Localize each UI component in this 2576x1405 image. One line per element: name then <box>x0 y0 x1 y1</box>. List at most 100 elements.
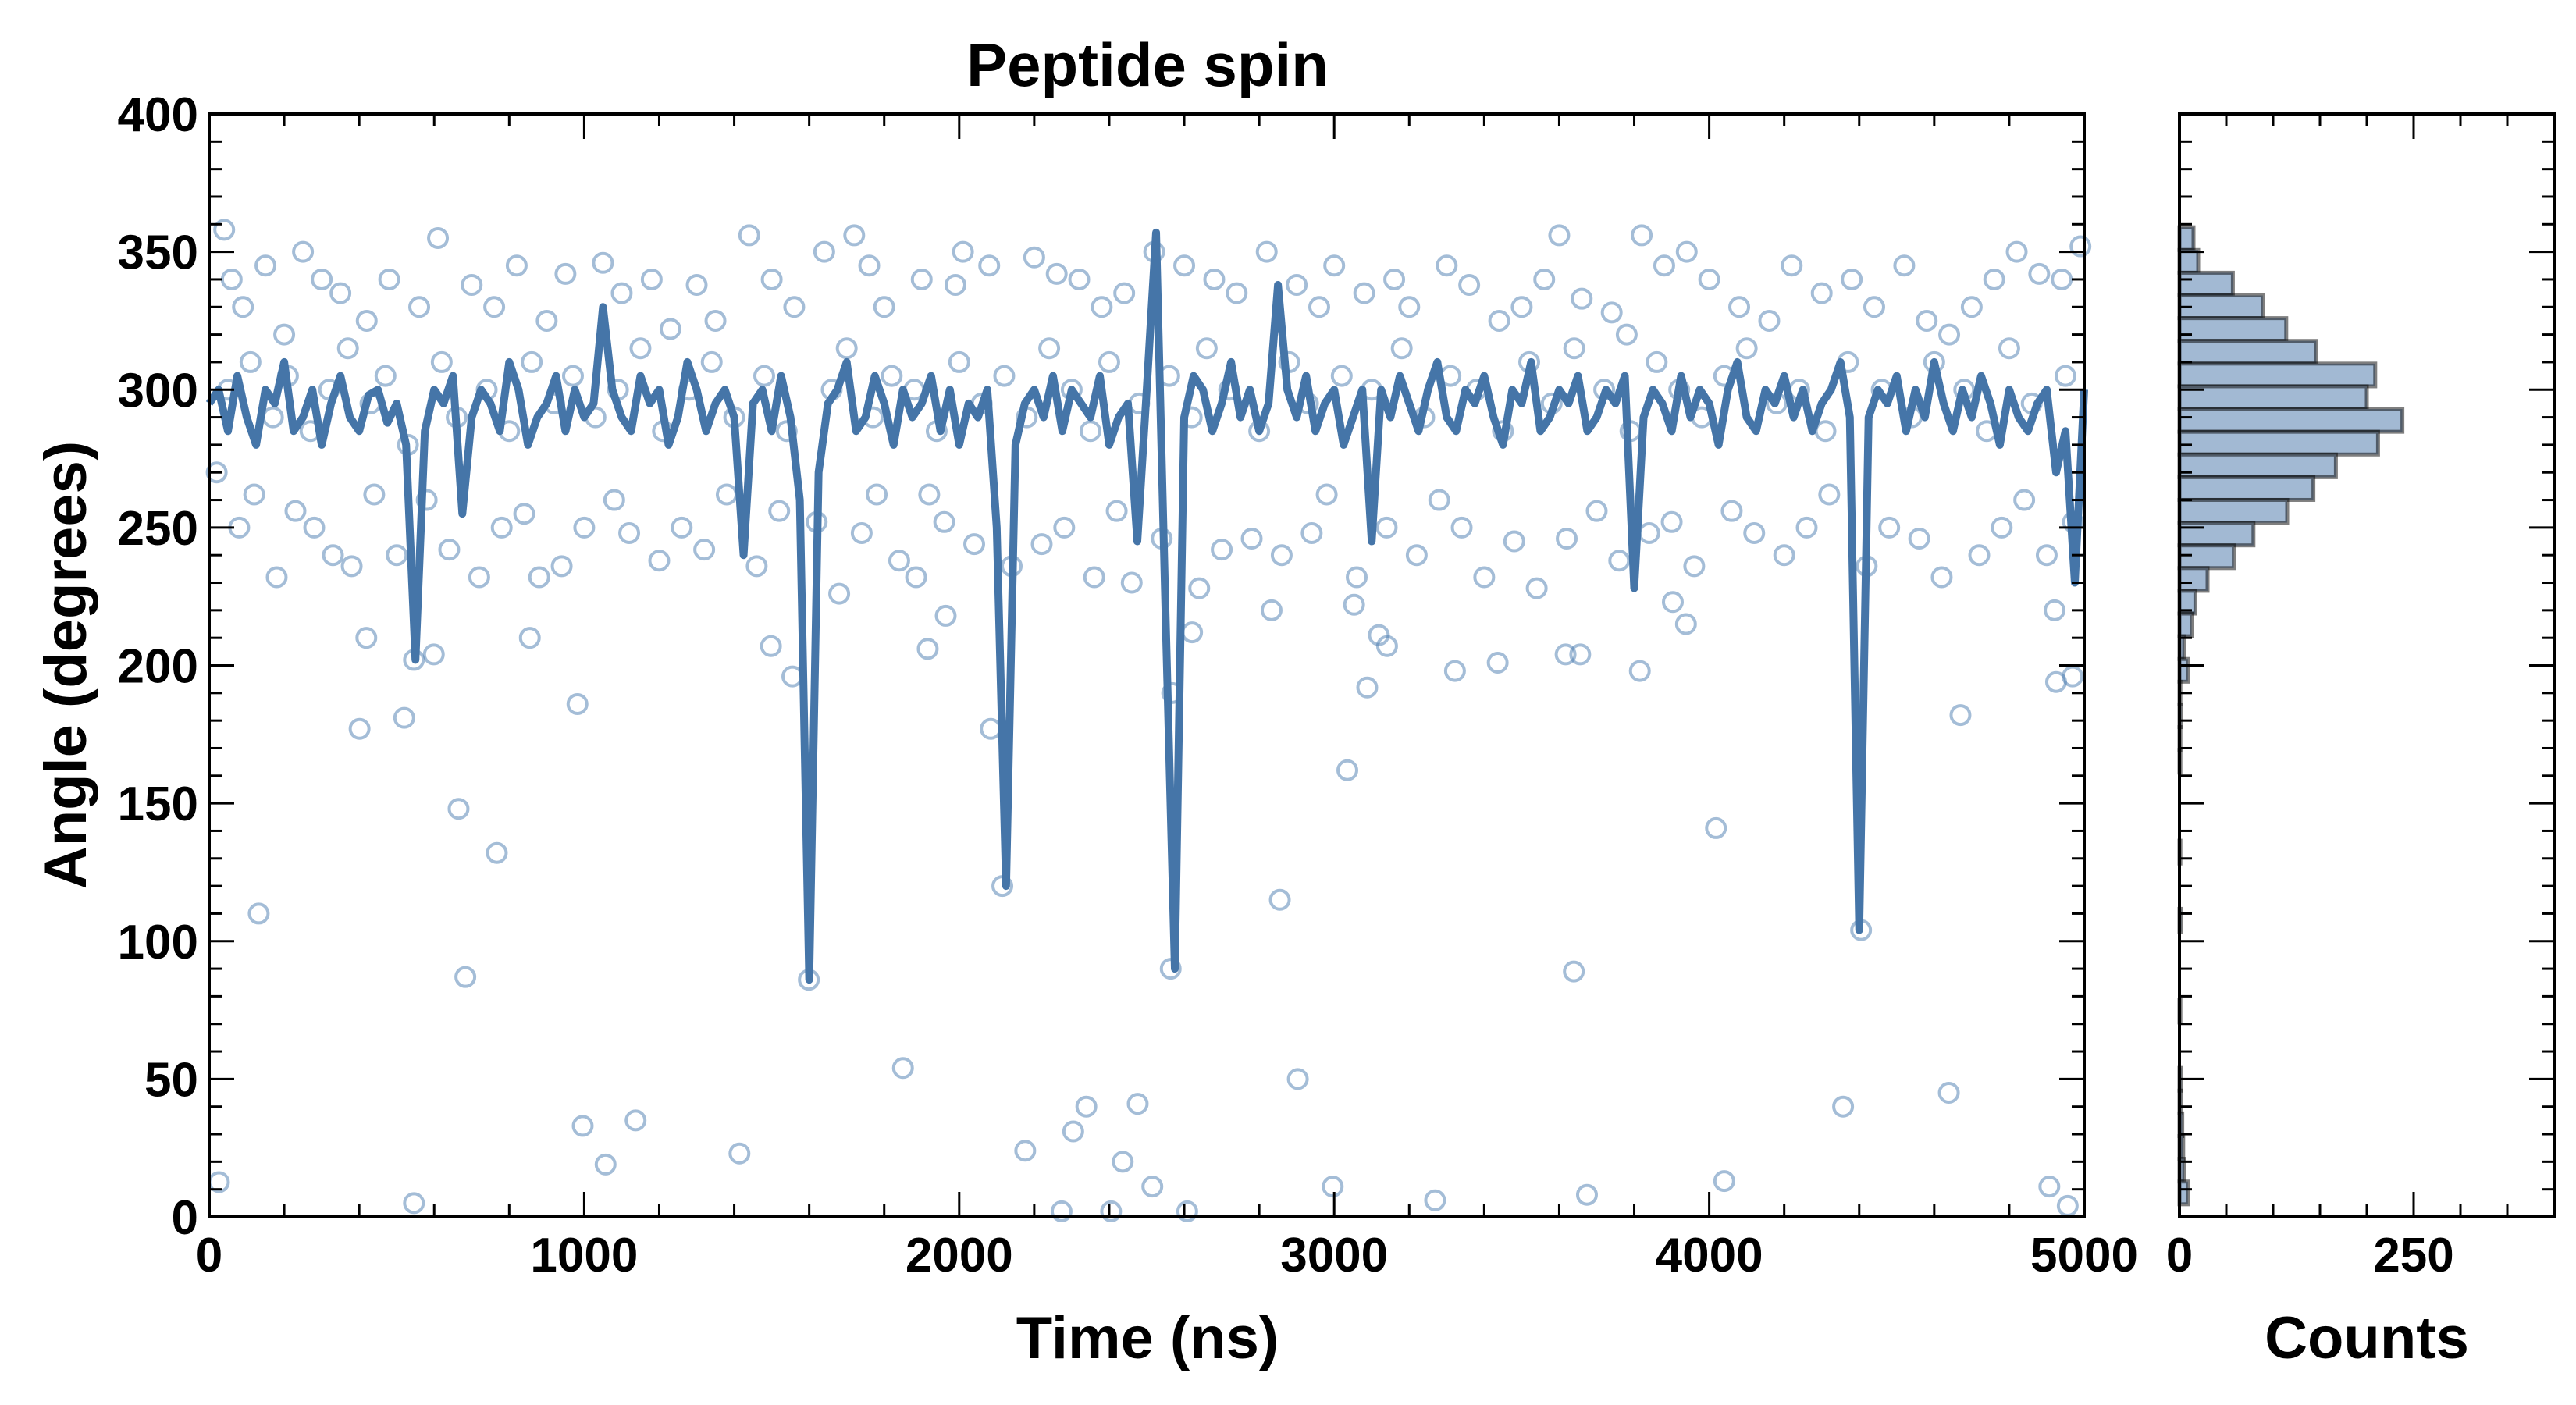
scatter-point <box>1571 287 1593 310</box>
histogram-bar <box>2177 407 2405 434</box>
scatter-point <box>1533 268 1556 290</box>
scatter-point <box>292 240 315 263</box>
scatter-point <box>603 489 625 511</box>
scatter-point <box>505 254 528 277</box>
scatter-point <box>1322 1176 1344 1198</box>
scatter-point <box>1176 1200 1198 1222</box>
scatter-point <box>881 365 903 387</box>
scatter-point <box>427 226 450 249</box>
scatter-point <box>1585 500 1608 522</box>
scatter-point <box>1045 262 1068 285</box>
y-tick-label: 350 <box>118 226 198 280</box>
scatter-point <box>550 555 573 578</box>
scatter-point <box>415 489 438 511</box>
running-average-line <box>205 228 2088 984</box>
scatter-point <box>1818 483 1841 506</box>
scatter-point <box>2069 235 2092 258</box>
chart-title: Peptide spin <box>966 30 1329 99</box>
scatter-point <box>2013 489 2036 511</box>
histogram-x-axis-label: Counts <box>2265 1305 2469 1371</box>
scatter-point <box>205 461 228 484</box>
scatter-point <box>648 550 671 572</box>
scatter-point <box>1113 282 1136 304</box>
scatter-point <box>728 1142 751 1165</box>
scatter-point <box>1600 301 1623 324</box>
scatter-point <box>1575 1183 1598 1206</box>
scatter-point <box>1375 635 1398 657</box>
scatter-point <box>1383 268 1406 290</box>
scatter-point <box>438 539 461 561</box>
scatter-point <box>1660 510 1683 533</box>
scatter-point <box>952 240 974 263</box>
scatter-point <box>918 483 941 506</box>
scatter-point <box>1030 533 1053 556</box>
scatter-point <box>1488 309 1510 332</box>
scatter-point <box>1211 539 1233 561</box>
scatter-point <box>1473 566 1496 589</box>
scatter-point <box>1563 337 1585 360</box>
scatter-point <box>704 309 727 332</box>
scatter-point <box>745 555 768 578</box>
scatter-point <box>1353 282 1375 304</box>
scatter-point <box>363 483 386 506</box>
scatter-point <box>393 706 415 729</box>
scatter-point <box>1878 516 1901 539</box>
scatter-point <box>2056 1194 2079 1217</box>
scatter-point <box>1286 1068 1309 1090</box>
histogram-bar <box>2177 521 2256 548</box>
scatter-point <box>573 516 596 539</box>
scatter-point <box>610 282 633 304</box>
scatter-point <box>618 521 641 544</box>
scatter-point <box>1968 544 1991 567</box>
scatter-point <box>760 268 783 290</box>
histogram-plot-area <box>2177 225 2405 1207</box>
scatter-point <box>521 350 543 373</box>
scatter-point <box>1458 274 1481 297</box>
scatter-point <box>454 966 477 988</box>
y-axis-label: Angle (degrees) <box>33 441 99 889</box>
scatter-point <box>284 500 307 522</box>
scatter-point <box>1286 274 1308 297</box>
scatter-point <box>944 274 966 297</box>
scatter-point <box>592 251 614 274</box>
scatter-point <box>1728 296 1751 318</box>
scatter-point <box>1795 516 1818 539</box>
scatter-point <box>1083 566 1105 589</box>
scatter-point <box>1916 309 1938 332</box>
scatter-point <box>273 323 296 346</box>
scatter-point <box>866 483 888 506</box>
scatter-point <box>783 296 806 318</box>
scatter-point <box>685 274 708 297</box>
scatter-point <box>978 254 1001 277</box>
scatter-point <box>1443 660 1466 682</box>
scatter-point <box>1713 1170 1735 1193</box>
scatter-point <box>1240 528 1263 550</box>
scatter-point <box>775 420 798 443</box>
scatter-point <box>1705 816 1727 839</box>
scatter-point <box>1628 660 1651 682</box>
scatter-point <box>781 665 804 688</box>
y-tick-label: 100 <box>118 916 198 969</box>
scatter-point <box>1938 323 1961 346</box>
scatter-point <box>1091 296 1113 318</box>
scatter-point <box>1937 1082 1960 1104</box>
scatter-point <box>262 406 284 429</box>
scatter-point <box>1323 254 1346 277</box>
scatter-point <box>1908 528 1930 550</box>
scatter-point <box>888 550 910 572</box>
histogram-bar <box>2177 270 2235 298</box>
histogram-bar <box>2177 611 2194 638</box>
scatter-point <box>1503 530 1525 553</box>
scatter-point <box>447 798 470 820</box>
histogram-bar <box>2177 543 2236 571</box>
scatter-point <box>1675 240 1698 263</box>
scatter-point <box>760 635 782 657</box>
histogram-bar <box>2177 339 2318 366</box>
x-tick-label: 0 <box>196 1229 222 1282</box>
scatter-point <box>340 555 363 578</box>
scatter-point <box>715 483 738 506</box>
scatter-point <box>1255 240 1278 263</box>
scatter-point <box>905 566 927 589</box>
scatter-point <box>1226 282 1248 304</box>
